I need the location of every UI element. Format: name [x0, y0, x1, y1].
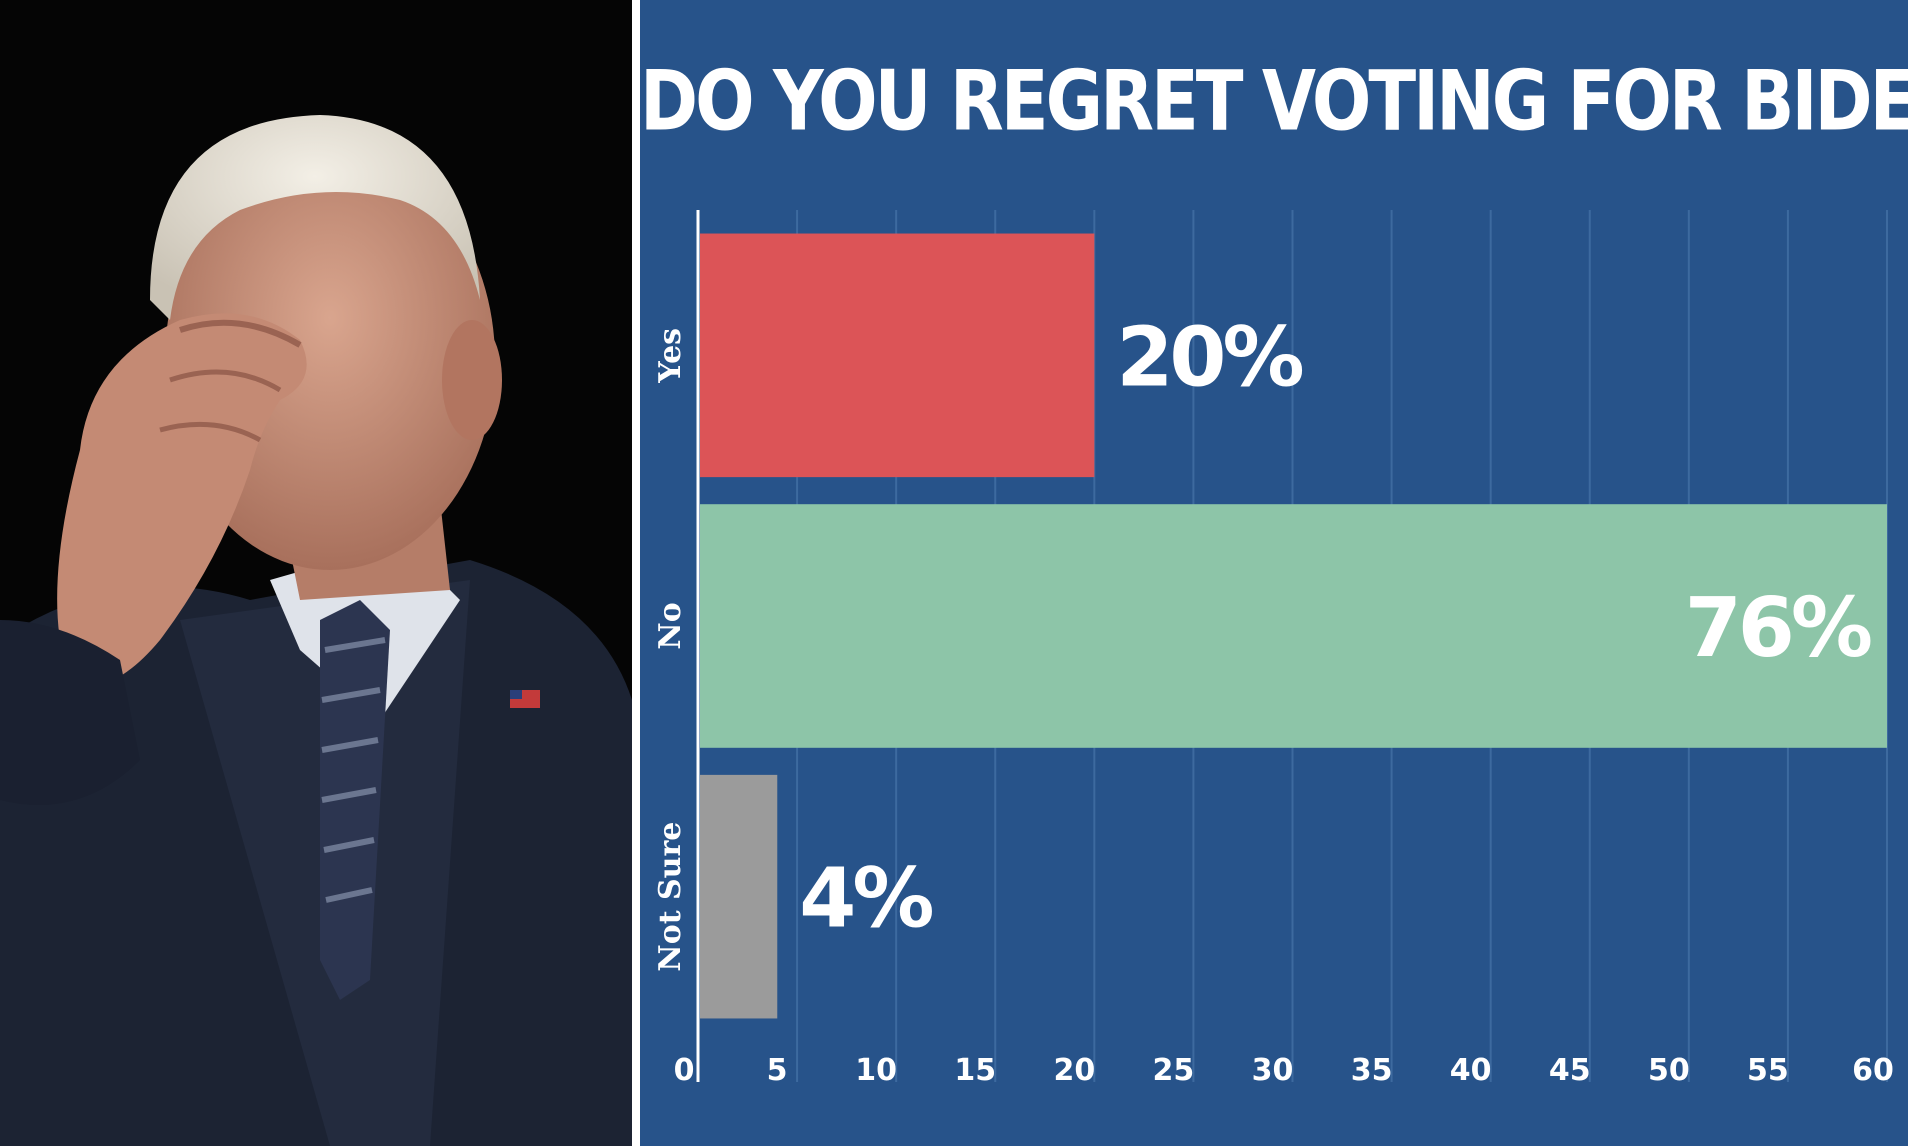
x-tick-label-0: 0 — [674, 1053, 695, 1088]
bars — [700, 233, 1887, 1019]
bar-chart: 0 5 10 15 20 25 30 35 40 45 50 55 60 Yes No Not Sure 2… — [653, 210, 1894, 1088]
value-label-no: 76% — [1685, 581, 1871, 676]
chart-panel: DO YOU REGRET VOTING FOR BIDEN? 0 5 10 15 20… — [640, 0, 1908, 1146]
category-label-yes: Yes — [653, 328, 688, 384]
chart-title: DO YOU REGRET VOTING FOR BIDEN? — [640, 52, 1908, 150]
photo-panel — [0, 0, 632, 1146]
bar-yes — [700, 233, 1095, 478]
bar-not-sure — [700, 774, 778, 1019]
x-tick-label-20: 20 — [1053, 1053, 1095, 1088]
bar-no — [700, 504, 1887, 748]
x-tick-label-15: 15 — [954, 1053, 996, 1088]
category-labels: Yes No Not Sure — [653, 328, 688, 972]
x-tick-label-50: 50 — [1648, 1053, 1690, 1088]
x-tick-label-5: 5 — [767, 1053, 788, 1088]
value-label-not-sure: 4% — [799, 852, 932, 947]
value-labels: 20% 76% 4% — [799, 310, 1875, 947]
x-axis-ticks: 0 5 10 15 20 25 30 35 40 45 50 55 60 — [674, 1053, 1894, 1088]
x-tick-label-45: 45 — [1549, 1053, 1591, 1088]
x-tick-label-60: 60 — [1852, 1053, 1894, 1088]
x-tick-label-55: 55 — [1747, 1053, 1789, 1088]
x-tick-label-35: 35 — [1351, 1053, 1393, 1088]
x-tick-label-10: 10 — [855, 1053, 897, 1088]
value-label-yes: 20% — [1116, 310, 1302, 405]
category-label-not-sure: Not Sure — [653, 822, 688, 972]
x-tick-label-40: 40 — [1450, 1053, 1492, 1088]
x-tick-label-30: 30 — [1252, 1053, 1294, 1088]
x-tick-label-25: 25 — [1153, 1053, 1195, 1088]
category-label-no: No — [653, 602, 688, 649]
photo-illustration — [0, 0, 632, 1146]
